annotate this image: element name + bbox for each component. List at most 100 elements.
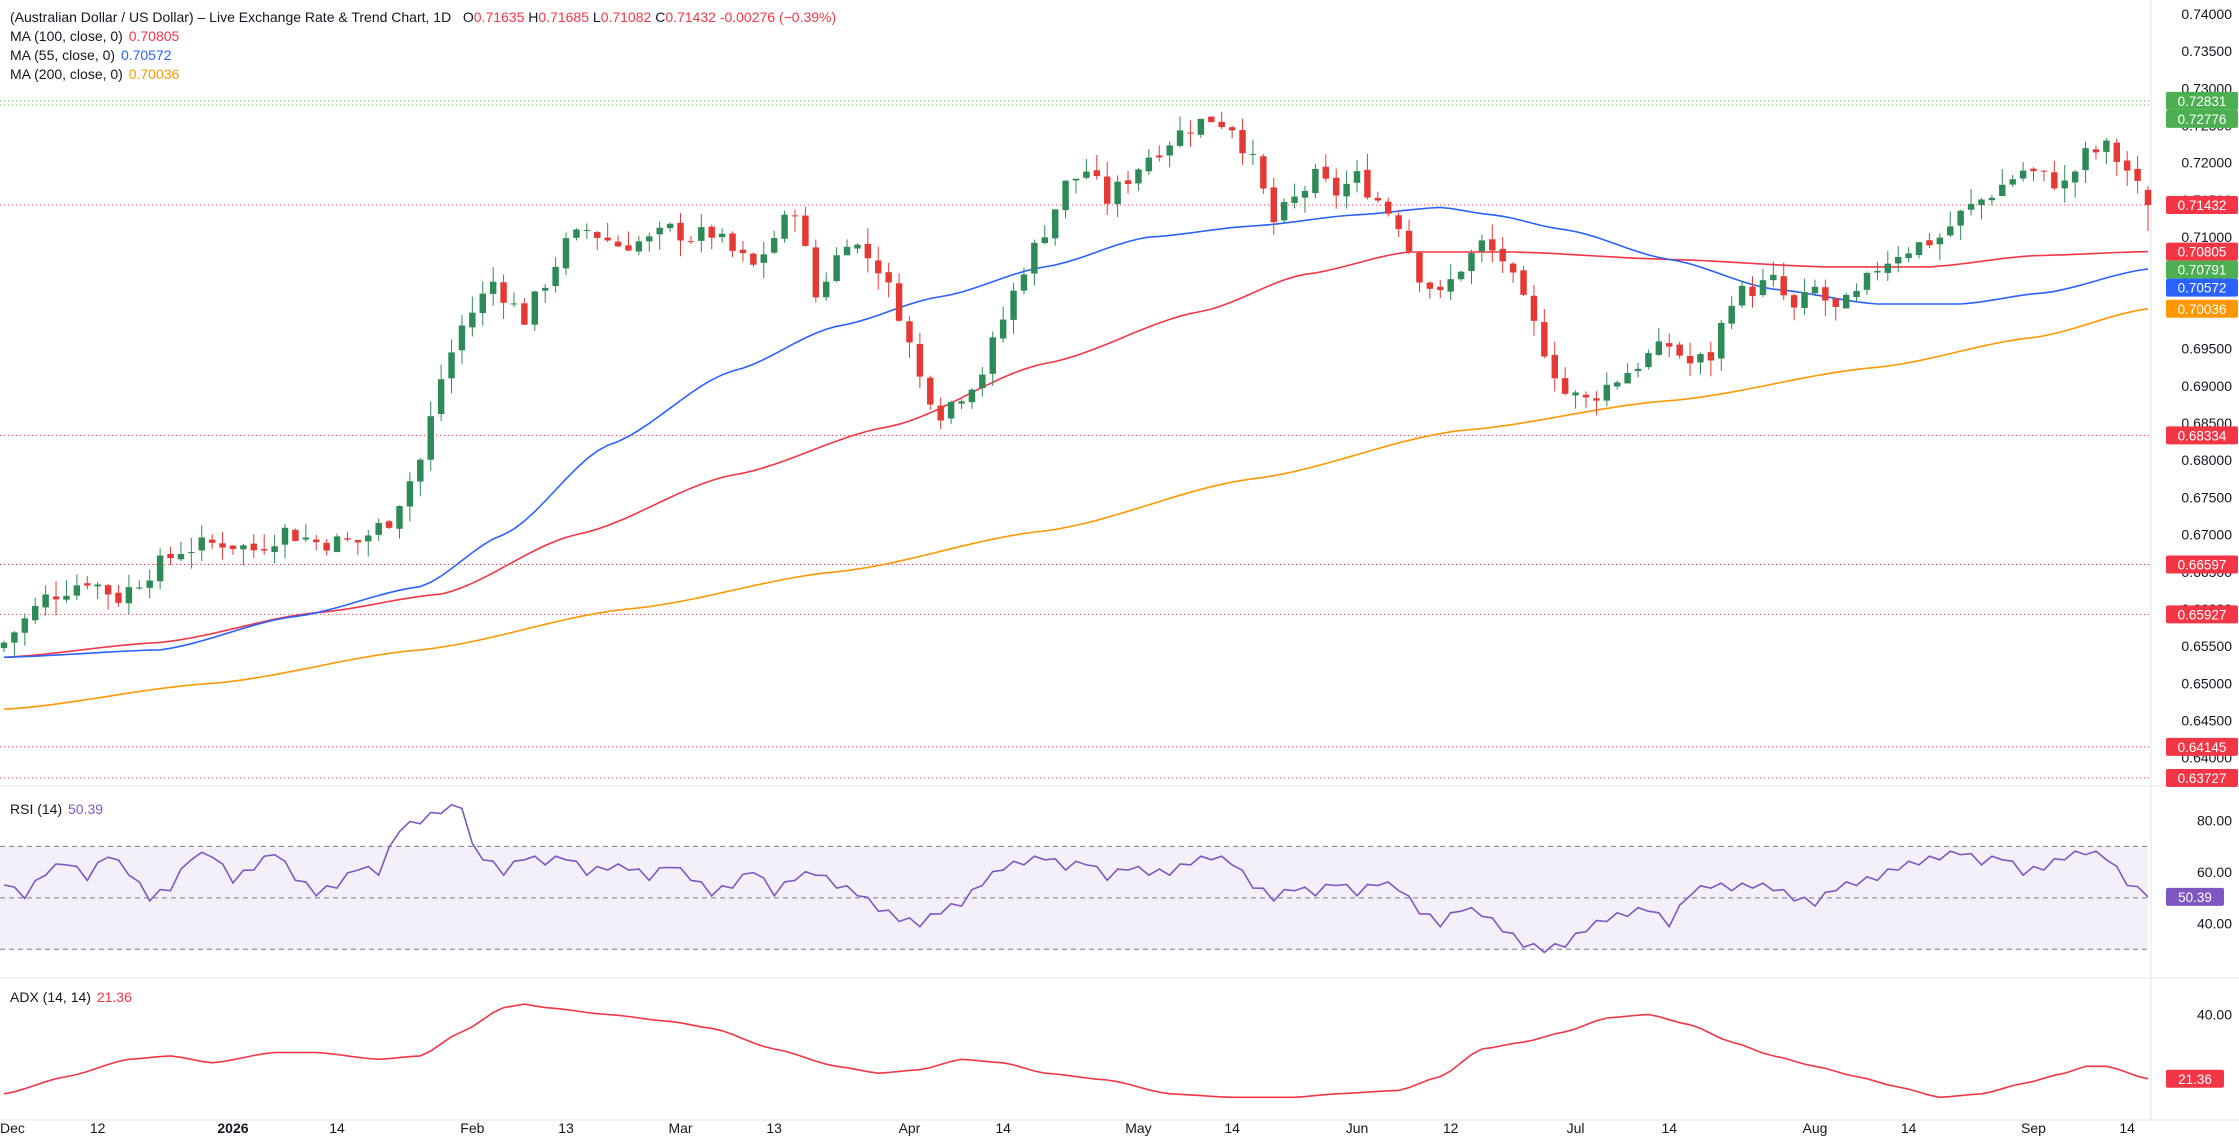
candle-body: [1801, 292, 1808, 308]
candle-body: [1759, 280, 1767, 296]
candle-body: [562, 238, 570, 269]
candle-body: [1645, 353, 1652, 368]
candle-body: [1322, 166, 1330, 179]
adx-legend: ADX (14, 14) 21.36: [10, 988, 132, 1007]
price-badge-label-bg: [2166, 737, 2238, 756]
candle-body: [125, 587, 133, 604]
candle-body: [1135, 169, 1142, 184]
price-badge-label-bg: [2166, 278, 2238, 297]
candle-body: [1374, 197, 1382, 201]
candle-body: [1031, 242, 1038, 274]
candle-body: [2134, 168, 2141, 181]
candle-body: [677, 222, 684, 241]
candle-body: [552, 266, 559, 287]
candle-body: [427, 416, 434, 460]
candle-body: [1145, 157, 1153, 172]
price-badge-label: 0.68334: [2178, 428, 2227, 443]
ma100-value: 0.70805: [128, 28, 180, 44]
candle-body: [1915, 242, 1923, 255]
candle-body: [1437, 286, 1444, 291]
candle-body: [219, 543, 226, 548]
candle-body: [1385, 201, 1392, 214]
candle-body: [375, 522, 382, 535]
candle-body: [1416, 252, 1423, 283]
price-badge-label-bg: [2166, 91, 2238, 110]
price-badge-label: 0.72776: [2178, 112, 2227, 127]
candle-body: [1509, 263, 1517, 273]
candle-body: [1863, 273, 1871, 290]
candle-body: [115, 592, 122, 603]
candle-body: [1655, 341, 1663, 355]
candle-body: [1936, 237, 1944, 245]
candle-body: [968, 389, 976, 403]
candle-body: [510, 303, 518, 305]
candle-body: [875, 260, 882, 274]
time-tick-label: 13: [766, 1120, 782, 1136]
candle-body: [635, 241, 643, 252]
price-badge-label: 0.70036: [2178, 302, 2227, 317]
candle-body: [2051, 172, 2058, 189]
adx-tick-label: 40.00: [2197, 1007, 2232, 1023]
candle-body: [947, 402, 955, 419]
candle-body: [1978, 199, 1985, 206]
candle-body: [1228, 127, 1236, 131]
candle-body: [656, 227, 663, 235]
candle-body: [1353, 171, 1361, 183]
candle-body: [1790, 295, 1798, 308]
candle-body: [1270, 187, 1277, 223]
candle-body: [1062, 180, 1069, 211]
candle-body: [354, 540, 362, 543]
candle-body: [1707, 352, 1715, 361]
rsi-label: RSI (14): [10, 801, 63, 817]
price-badge-label: 0.72831: [2178, 94, 2227, 109]
time-tick-label: 2026: [217, 1120, 248, 1136]
candle-body: [437, 379, 445, 415]
candle-body: [594, 232, 601, 238]
candle-body: [1572, 392, 1579, 396]
candle-body: [1905, 253, 1912, 259]
candle-body: [1770, 274, 1777, 281]
price-tick-label: 0.71000: [2181, 229, 2232, 245]
rsi-legend: RSI (14) 50.39: [10, 800, 103, 819]
candle-body: [1676, 344, 1683, 356]
price-tick-label: 0.68000: [2181, 452, 2232, 468]
close-label: C: [655, 9, 666, 25]
candle-body: [1686, 355, 1694, 364]
candle-body: [229, 545, 237, 550]
candle-body: [1478, 240, 1486, 252]
candle-body: [458, 325, 466, 351]
candle-body: [94, 584, 101, 587]
candle-body: [333, 536, 341, 553]
candle-body: [698, 227, 705, 241]
candle-body: [854, 244, 861, 249]
low-label: L: [592, 9, 601, 25]
candle-body: [2144, 189, 2152, 205]
candle-body: [979, 374, 986, 389]
price-badge-label: 0.64145: [2178, 740, 2227, 755]
time-tick-label: 12: [1443, 1120, 1459, 1136]
candle-body: [2071, 171, 2079, 183]
candle-body: [104, 585, 112, 595]
candle-body: [812, 247, 820, 298]
candle-body: [1124, 180, 1132, 184]
rsi-tick-label: 40.00: [2197, 916, 2232, 932]
moving-averages-layer: [3, 206, 2149, 711]
candle-body: [323, 542, 330, 551]
candle-body: [448, 352, 455, 379]
adx-pane: [3, 1003, 2149, 1099]
candle-body: [1697, 354, 1704, 363]
candle-body: [313, 539, 320, 543]
candle-body: [1051, 209, 1059, 239]
candle-body: [1218, 121, 1225, 128]
candle-body: [1520, 270, 1527, 295]
candle-body: [937, 405, 944, 421]
candle-body: [63, 595, 70, 600]
candle-body: [1874, 270, 1881, 273]
time-tick-label: 14: [1224, 1120, 1240, 1136]
candle-body: [1020, 274, 1028, 291]
candle-body: [687, 241, 695, 243]
candle-body: [1395, 215, 1402, 230]
candle-body: [1499, 248, 1506, 262]
price-badge-label-bg: [2166, 195, 2238, 214]
